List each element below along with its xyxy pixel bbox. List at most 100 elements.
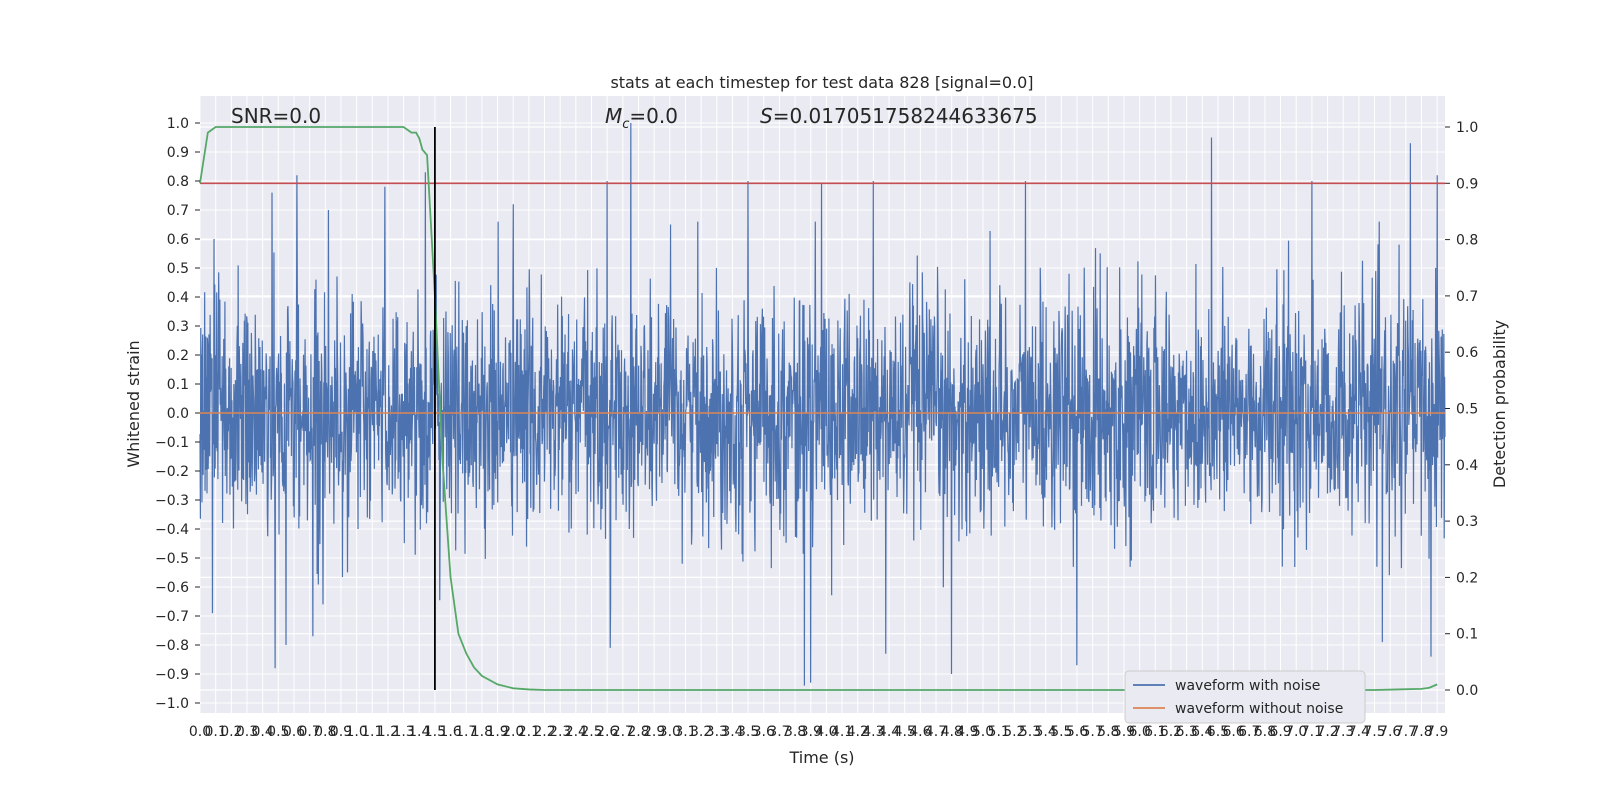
x-tick-label: 1.1 [361,724,383,740]
x-tick-label: 4.2 [847,724,869,740]
x-tick-label: 7.3 [1332,724,1354,740]
right-y-tick-label: 0.1 [1456,627,1478,643]
y-tick-label: 0.6 [167,232,189,248]
y-tick-label: −0.2 [155,464,189,480]
x-tick-label: 6.8 [1254,724,1276,740]
legend: waveform with noise waveform without noi… [1124,670,1366,724]
x-tick-label: 3.0 [659,724,681,740]
x-tick-label: 7.1 [1301,724,1323,740]
x-tick-label: 7.8 [1410,724,1432,740]
x-tick-label: 5.4 [1035,724,1057,740]
x-tick-label: 0.1 [205,724,227,740]
right-y-tick-label: 0.9 [1456,176,1478,192]
x-tick-label: 3.1 [674,724,696,740]
x-tick-label: 4.4 [878,724,900,740]
y-tick-label: −0.9 [155,667,189,683]
chart-title: stats at each timestep for test data 828… [610,73,1033,92]
y-tick-labels: 1.0 0.9 0.8 0.7 0.6 0.5 0.4 0.3 0.2 0.1 0.0 −0.1 −0.… [155,116,200,712]
x-tick-label: 0.2 [220,724,242,740]
y-tick-label: −0.1 [155,435,189,451]
x-tick-label: 3.6 [753,724,775,740]
x-tick-label: 1.4 [408,724,430,740]
right-y-tick-label: 0.4 [1456,458,1478,474]
x-tick-label: 1.2 [377,724,399,740]
x-tick-label: 3.5 [737,724,759,740]
legend-label-clean: waveform without noise [1175,701,1343,717]
y-tick-label: 1.0 [167,116,189,132]
x-tick-label: 1.5 [424,724,446,740]
x-tick-label: 0.8 [314,724,336,740]
series-detection-probability [199,126,1438,691]
x-tick-label: 1.8 [471,724,493,740]
x-tick-label: 7.0 [1285,724,1307,740]
y-tick-label: −1.0 [155,696,189,712]
chirp-mass-annotation: Mc=0.0 [605,104,678,132]
x-tick-label: 0.7 [298,724,320,740]
y-tick-label: −0.5 [155,551,189,567]
right-y-tick-label: 0.7 [1456,289,1478,305]
x-tick-label: 0.4 [252,724,274,740]
x-tick-label: 5.0 [972,724,994,740]
legend-box [1124,670,1366,724]
x-tick-label: 2.0 [502,724,524,740]
x-tick-label: 0.5 [267,724,289,740]
right-y-axis-label: Detection probability [1490,320,1509,488]
y-tick-label: 0.4 [167,290,189,306]
x-tick-label: 1.9 [486,724,508,740]
right-y-tick-label: 1.0 [1456,120,1478,136]
x-tick-label: 7.2 [1316,724,1338,740]
x-tick-label: 2.1 [518,724,540,740]
y-tick-label: −0.7 [155,609,189,625]
x-tick-label: 4.3 [862,724,884,740]
right-y-tick-label: 0.3 [1456,514,1478,530]
y-tick-label: 0.9 [167,145,189,161]
x-tick-label: 3.2 [690,724,712,740]
x-tick-label: 6.7 [1238,724,1260,740]
statistic-symbol: S [760,104,773,128]
right-y-tick-label: 0.5 [1456,402,1478,418]
y-tick-label: −0.6 [155,580,189,596]
x-tick-label: 5.6 [1066,724,1088,740]
y-tick-label: 0.3 [167,319,189,335]
y-tick-label: −0.3 [155,493,189,509]
x-tick-label: 5.5 [1050,724,1072,740]
y-tick-label: 0.1 [167,377,189,393]
x-tick-label: 6.5 [1207,724,1229,740]
legend-label-noise: waveform with noise [1175,678,1320,694]
x-tick-label: 1.6 [439,724,461,740]
x-tick-label: 2.5 [580,724,602,740]
x-tick-label: 7.5 [1363,724,1385,740]
statistic-annotation: S=0.017051758244633675 [760,104,1038,128]
x-tick-label: 6.3 [1175,724,1197,740]
x-tick-label: 2.7 [612,724,634,740]
x-tick-label: 4.9 [956,724,978,740]
x-tick-label: 3.3 [706,724,728,740]
x-tick-label: 5.2 [1003,724,1025,740]
right-y-tick-label: 0.2 [1456,570,1478,586]
x-tick-label: 0.0 [189,724,211,740]
x-tick-label: 1.7 [455,724,477,740]
y-tick-label: −0.8 [155,638,189,654]
x-tick-label: 3.7 [768,724,790,740]
x-tick-label: 4.6 [909,724,931,740]
x-tick-label: 7.4 [1348,724,1370,740]
x-tick-label: 7.6 [1379,724,1401,740]
x-tick-label: 0.6 [283,724,305,740]
x-tick-label: 4.7 [925,724,947,740]
statistic-value: =0.017051758244633675 [773,104,1038,128]
x-tick-label: 1.3 [392,724,414,740]
x-tick-label: 2.2 [533,724,555,740]
x-tick-label: 2.9 [643,724,665,740]
x-tick-label: 1.0 [345,724,367,740]
right-y-tick-labels: 1.0 0.9 0.8 0.7 0.6 0.5 0.4 0.3 0.2 0.1 0.0 [1445,120,1478,699]
x-tick-label: 6.1 [1144,724,1166,740]
chirp-mass-value: =0.0 [629,104,678,128]
y-tick-label: 0.5 [167,261,189,277]
x-tick-label: 3.8 [784,724,806,740]
x-tick-label: 5.1 [988,724,1010,740]
x-tick-label: 6.0 [1128,724,1150,740]
x-tick-label: 2.8 [627,724,649,740]
x-tick-label: 7.9 [1426,724,1448,740]
x-tick-labels: 0.00.10.20.30.40.50.60.70.80.91.01.11.21… [189,724,1448,740]
